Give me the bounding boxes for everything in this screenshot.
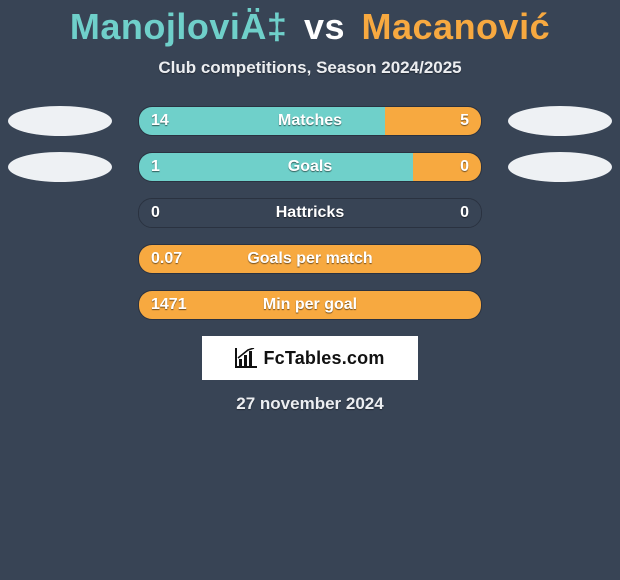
stat-rows: 145Matches 10Goals 00Hattricks 0.07Goals pe… (0, 106, 620, 320)
date-label: 27 november 2024 (0, 394, 620, 414)
stat-row: 0.07Goals per match (0, 244, 620, 274)
stat-bar: 00Hattricks (138, 198, 482, 228)
stat-row: 10Goals (0, 152, 620, 182)
player1-oval (8, 152, 112, 182)
player1-oval (8, 106, 112, 136)
branding-text: FcTables.com (263, 348, 384, 369)
player2-oval (508, 152, 612, 182)
player2-name: Macanović (362, 6, 551, 47)
stat-bar: 1471Min per goal (138, 290, 482, 320)
page-title: ManojloviÄ‡ vs Macanović (0, 0, 620, 48)
stat-row: 00Hattricks (0, 198, 620, 228)
stat-label: Hattricks (139, 199, 481, 227)
bar-chart-icon (235, 348, 257, 368)
vs-label: vs (304, 6, 345, 47)
stat-bar: 10Goals (138, 152, 482, 182)
player1-name: ManojloviÄ‡ (70, 6, 288, 47)
stat-bar: 0.07Goals per match (138, 244, 482, 274)
stat-bar: 145Matches (138, 106, 482, 136)
stat-label: Min per goal (139, 291, 481, 319)
stat-label: Goals per match (139, 245, 481, 273)
comparison-card: ManojloviÄ‡ vs Macanović Club competitio… (0, 0, 620, 580)
subtitle: Club competitions, Season 2024/2025 (0, 58, 620, 78)
stat-label: Matches (139, 107, 481, 135)
branding-badge: FcTables.com (202, 336, 418, 380)
stat-label: Goals (139, 153, 481, 181)
stat-row: 1471Min per goal (0, 290, 620, 320)
stat-row: 145Matches (0, 106, 620, 136)
player2-oval (508, 106, 612, 136)
